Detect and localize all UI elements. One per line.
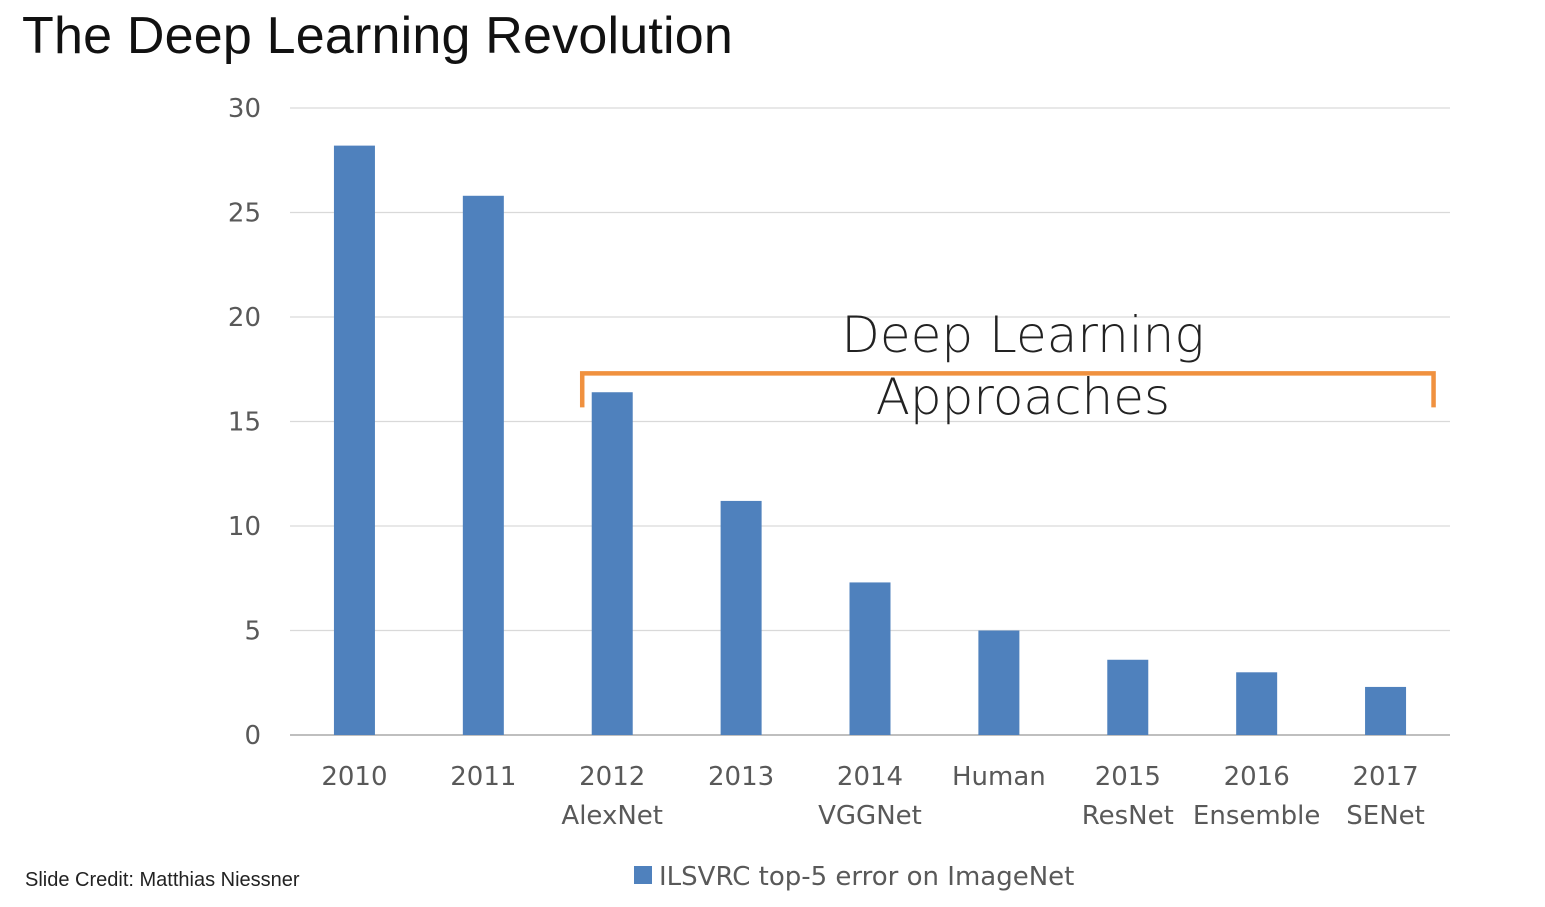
bar: [1236, 672, 1278, 735]
x-tick-label: Ensemble: [1193, 801, 1321, 831]
x-tick-label: 2011: [450, 762, 516, 792]
slide-credit: Slide Credit: Matthias Niessner: [25, 869, 300, 891]
bar: [849, 582, 891, 735]
y-tick-label: 20: [228, 303, 261, 333]
x-tick-label: 2013: [708, 762, 774, 792]
x-tick-label: VGGNet: [818, 801, 922, 831]
y-tick-label: 10: [228, 512, 261, 542]
bar: [462, 195, 504, 735]
bar: [1365, 686, 1407, 735]
bar: [591, 392, 633, 735]
legend-label: ILSVRC top-5 error on ImageNet: [659, 862, 1074, 892]
y-tick-label: 0: [244, 721, 261, 751]
legend: ILSVRC top-5 error on ImageNet: [634, 862, 1074, 892]
x-tick-label: SENet: [1346, 801, 1425, 831]
x-axis-ticks: 2010 2011 2012 AlexNet 2013 2014 VGGNet Human 20…: [321, 762, 1424, 831]
x-tick-label: Human: [952, 762, 1046, 792]
y-tick-label: 30: [228, 94, 261, 124]
y-tick-label: 15: [228, 408, 261, 438]
annotation-label: Deep Learning: [841, 306, 1204, 364]
bar: [978, 630, 1020, 735]
bar: [333, 145, 375, 735]
x-tick-label: 2012: [579, 762, 645, 792]
x-tick-label: 2017: [1352, 762, 1418, 792]
x-tick-label: 2015: [1095, 762, 1161, 792]
y-tick-label: 5: [244, 617, 261, 647]
bars: [333, 145, 1407, 735]
x-tick-label: 2014: [837, 762, 903, 792]
legend-swatch: [634, 866, 652, 884]
annotation-label: Approaches: [876, 368, 1170, 426]
annotation-bracket: [579, 371, 1436, 408]
y-tick-label: 25: [228, 199, 261, 229]
bar: [1107, 659, 1149, 735]
x-tick-label: AlexNet: [561, 801, 663, 831]
x-tick-label: 2010: [321, 762, 387, 792]
x-tick-label: 2016: [1224, 762, 1290, 792]
bar: [720, 500, 762, 735]
y-axis-ticks: 0 5 10 15 20 25 30: [228, 94, 261, 751]
x-tick-label: ResNet: [1082, 801, 1174, 831]
slide-title: The Deep Learning Revolution: [22, 7, 733, 65]
